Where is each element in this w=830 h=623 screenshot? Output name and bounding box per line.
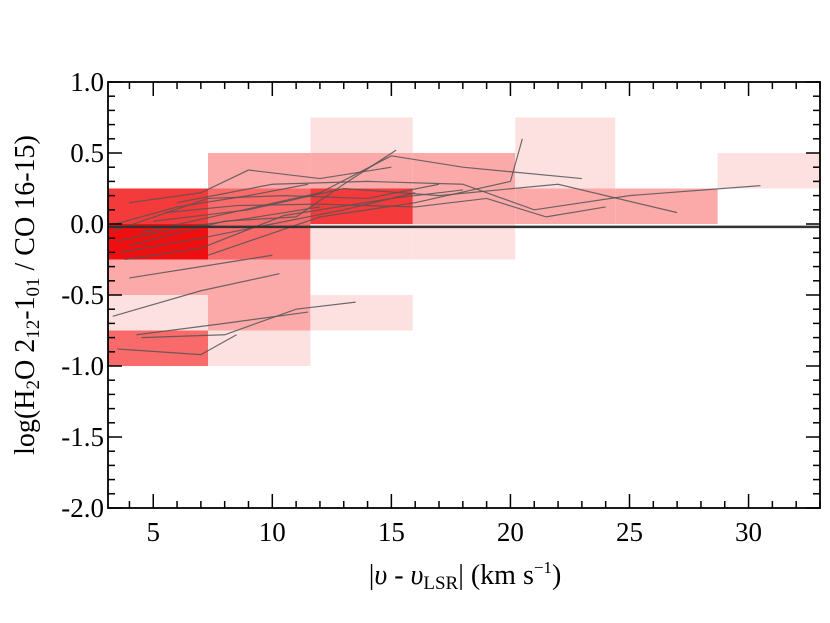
source-line-10 [124,189,463,261]
heatmap-cell-7 [208,224,311,260]
source-line-15 [165,197,606,218]
source-line-4 [129,254,273,279]
y-tick-label-0: 1.0 [70,67,104,97]
heatmap-cell-5 [208,330,311,366]
source-line-14 [207,138,523,256]
x-tick-label-4: 25 [616,517,643,547]
heatmap-cells [108,117,820,366]
heatmap-cell-2 [108,259,209,295]
source-line-1 [136,311,309,336]
x-tick-label-0: 5 [146,517,160,547]
x-axis-label: |υ - υLSR| (km s−1) [369,558,562,594]
heatmap-cell-21 [717,153,820,189]
source-line-7 [129,166,392,204]
y-tick-labels: 1.0 0.5 0.0 -0.5 -1.0 -1.5 -2.0 [61,67,104,523]
source-line-3 [141,301,356,339]
heatmap-cell-10 [310,295,413,331]
heatmap-cell-15 [412,224,516,260]
y-tick-label-2: 0.0 [70,209,104,239]
source-line-0 [112,273,280,317]
x-tick-label-3: 20 [497,517,524,547]
heatmap-cell-14 [310,117,413,153]
heatmap-cell-19 [515,117,616,189]
source-line-9 [141,155,582,234]
source-line-16 [112,183,440,232]
y-tick-label-6: -2.0 [61,493,104,523]
y-axis-label: log(H2O 212-101 / CO 16-15) [10,135,44,455]
source-line-2 [117,334,237,356]
x-tick-labels: 5 10 15 20 25 30 [146,517,762,547]
source-line-6 [114,183,309,225]
source-lines [112,138,761,356]
axis-ticks [108,81,821,509]
x-tick-label-2: 15 [378,517,405,547]
y-tick-label-5: -1.5 [61,422,104,452]
y-tick-label-4: -1.0 [61,351,104,381]
y-tick-label-1: 0.5 [70,138,104,168]
source-line-11 [153,183,678,222]
source-line-5 [117,206,321,242]
source-line-12 [176,180,761,211]
x-tick-label-1: 10 [259,517,286,547]
source-line-8 [119,192,416,253]
x-tick-label-5: 30 [735,517,762,547]
heatmap-cell-20 [615,188,718,224]
heatmap-cell-11 [310,224,413,260]
source-line-13 [129,149,397,246]
heatmap-cell-6 [208,259,311,331]
y-tick-label-3: -0.5 [61,280,104,310]
